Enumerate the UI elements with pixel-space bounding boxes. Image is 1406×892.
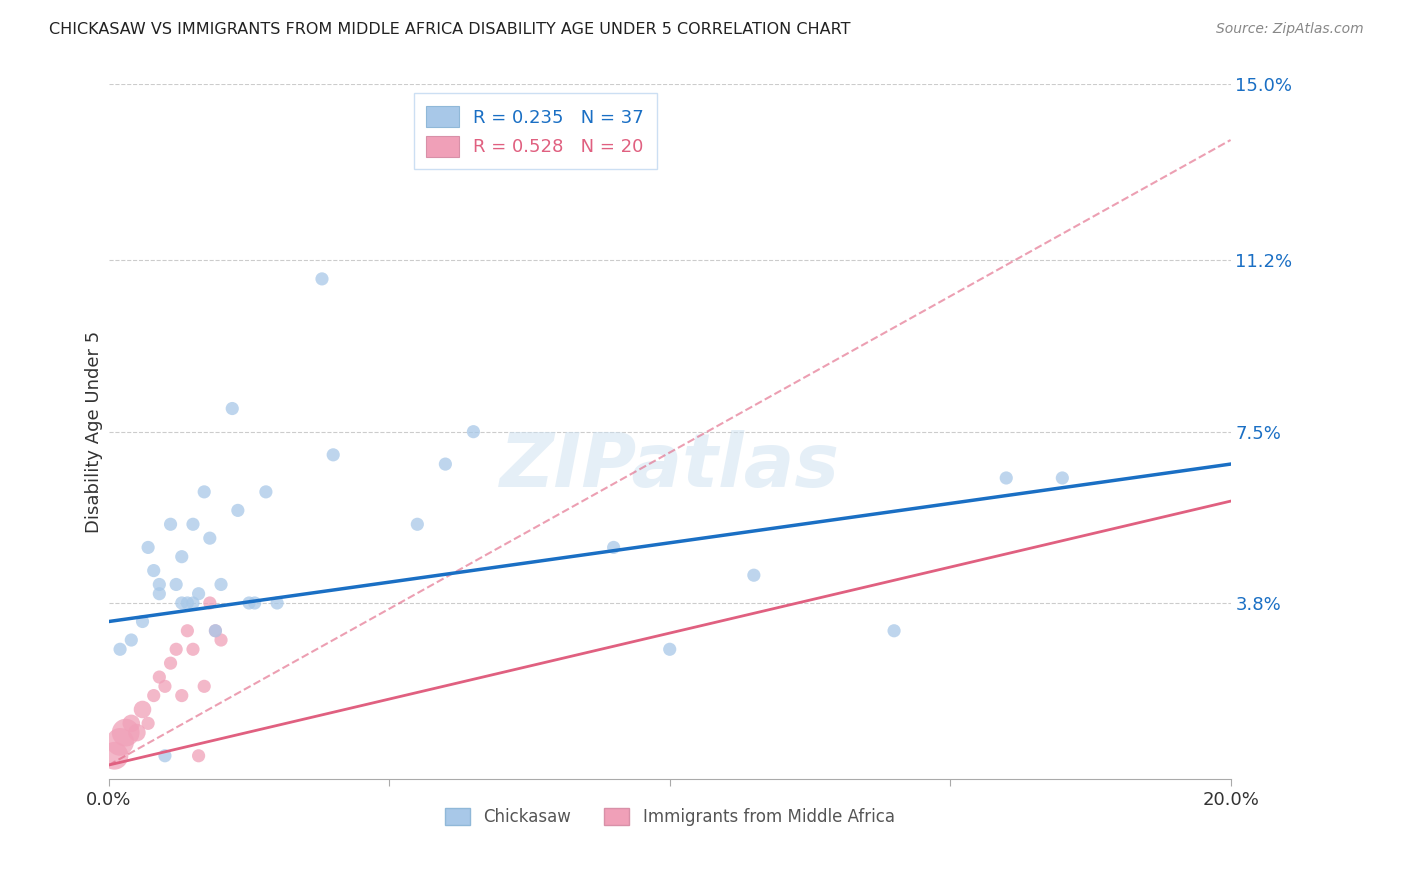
Point	[198, 531, 221, 545]
Point	[120, 633, 142, 648]
Point	[226, 503, 249, 517]
Point	[254, 484, 277, 499]
Point	[204, 624, 226, 638]
Point	[125, 725, 148, 739]
Point	[187, 748, 209, 763]
Point	[170, 549, 193, 564]
Point	[148, 670, 170, 684]
Point	[176, 624, 198, 638]
Point	[1052, 471, 1074, 485]
Text: ZIPatlas: ZIPatlas	[499, 430, 839, 503]
Point	[148, 577, 170, 591]
Point	[114, 725, 136, 739]
Point	[153, 679, 176, 693]
Point	[434, 457, 457, 471]
Point	[108, 642, 131, 657]
Point	[221, 401, 243, 416]
Point	[187, 587, 209, 601]
Point	[181, 596, 204, 610]
Point	[165, 642, 187, 657]
Point	[238, 596, 260, 610]
Point	[153, 748, 176, 763]
Point	[209, 633, 232, 648]
Point	[658, 642, 681, 657]
Point	[266, 596, 288, 610]
Point	[995, 471, 1018, 485]
Point	[193, 484, 215, 499]
Point	[181, 642, 204, 657]
Point	[204, 624, 226, 638]
Point	[108, 735, 131, 749]
Point	[136, 541, 159, 555]
Point	[193, 679, 215, 693]
Point	[322, 448, 344, 462]
Point	[103, 748, 125, 763]
Legend: Chickasaw, Immigrants from Middle Africa: Chickasaw, Immigrants from Middle Africa	[439, 802, 901, 833]
Point	[148, 587, 170, 601]
Point	[159, 517, 181, 532]
Point	[742, 568, 765, 582]
Point	[883, 624, 905, 638]
Y-axis label: Disability Age Under 5: Disability Age Under 5	[86, 331, 103, 533]
Point	[131, 702, 153, 716]
Point	[120, 716, 142, 731]
Point	[176, 596, 198, 610]
Point	[209, 577, 232, 591]
Point	[463, 425, 485, 439]
Point	[142, 689, 165, 703]
Point	[311, 272, 333, 286]
Text: CHICKASAW VS IMMIGRANTS FROM MIDDLE AFRICA DISABILITY AGE UNDER 5 CORRELATION CH: CHICKASAW VS IMMIGRANTS FROM MIDDLE AFRI…	[49, 22, 851, 37]
Point	[243, 596, 266, 610]
Point	[406, 517, 429, 532]
Point	[136, 716, 159, 731]
Point	[142, 564, 165, 578]
Point	[170, 689, 193, 703]
Point	[602, 541, 624, 555]
Point	[159, 656, 181, 670]
Text: Source: ZipAtlas.com: Source: ZipAtlas.com	[1216, 22, 1364, 37]
Point	[198, 596, 221, 610]
Point	[131, 615, 153, 629]
Point	[181, 517, 204, 532]
Point	[165, 577, 187, 591]
Point	[170, 596, 193, 610]
